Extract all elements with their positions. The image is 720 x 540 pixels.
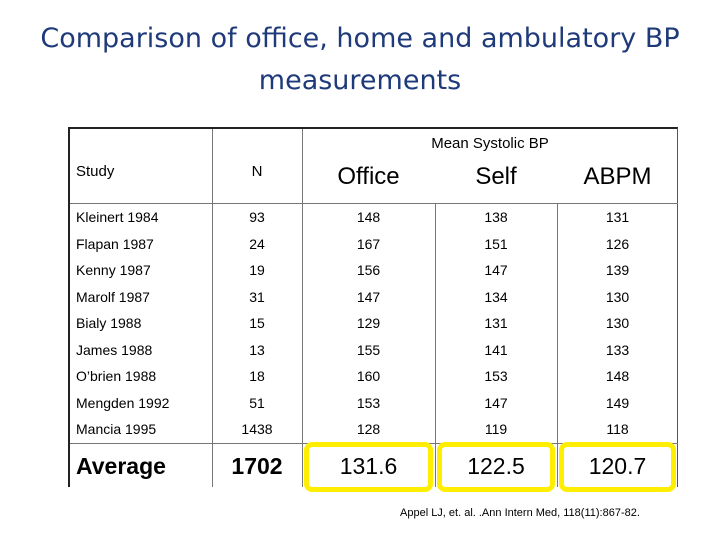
value-cell: 129: [356, 315, 381, 332]
value-cell: 51: [249, 394, 265, 411]
value-cell: 130: [605, 288, 630, 305]
study-name: Bialy 1988: [76, 315, 142, 332]
value-cell: 141: [484, 341, 508, 358]
value-cell: 133: [605, 341, 630, 358]
value-cell: 18: [249, 368, 265, 385]
value-cell: 148: [605, 368, 630, 385]
value-cell: 130: [605, 315, 630, 332]
study-name: Flapan 1987: [76, 235, 154, 252]
value-cell: 138: [484, 209, 508, 226]
column-header: N: [251, 162, 263, 180]
column-divider: [557, 204, 558, 487]
value-cell: 147: [484, 394, 508, 411]
value-cell: 24: [249, 235, 265, 252]
value-cell: 167: [356, 235, 381, 252]
summary-label: Average: [76, 453, 166, 479]
highlight-box: [437, 441, 555, 492]
column-header: Study: [76, 162, 115, 180]
column-header: Self: [475, 163, 517, 190]
value-cell: 1438: [241, 421, 273, 438]
study-name: Mancia 1995: [76, 421, 157, 438]
value-cell: 160: [356, 368, 381, 385]
value-cell: 131: [605, 209, 630, 226]
summary-value: 122.5: [467, 453, 525, 479]
study-name: Kleinert 1984: [76, 209, 159, 226]
summary-value: 1702: [231, 453, 283, 479]
column-divider: [302, 129, 303, 487]
study-name: Kenny 1987: [76, 262, 151, 279]
value-cell: 118: [606, 421, 629, 438]
value-cell: 155: [356, 341, 381, 358]
summary-value: 131.6: [339, 453, 398, 479]
study-name: O’brien 1988: [76, 368, 157, 385]
value-cell: 156: [356, 262, 381, 279]
study-name: Mengden 1992: [76, 394, 170, 411]
value-cell: 147: [484, 262, 508, 279]
value-cell: 119: [484, 421, 508, 438]
value-cell: 126: [605, 235, 630, 252]
data-table: Mean Systolic BP Study N Office Self ABPM Klei…: [68, 127, 678, 492]
value-cell: 153: [484, 368, 508, 385]
citation: Appel LJ, et. al. .Ann Intern Med, 118(1…: [400, 507, 640, 519]
value-cell: 153: [356, 394, 381, 411]
column-divider: [435, 204, 436, 487]
value-cell: 15: [249, 315, 265, 332]
highlight-box: [559, 441, 676, 492]
column-header: Office: [337, 163, 400, 190]
value-cell: 31: [249, 288, 265, 305]
header-divider: [70, 203, 678, 204]
value-cell: 134: [484, 288, 508, 305]
value-cell: 151: [484, 235, 508, 252]
group-header: Mean Systolic BP: [431, 134, 549, 152]
column-divider: [212, 129, 213, 487]
highlight-box: [304, 441, 433, 492]
value-cell: 131: [484, 315, 508, 332]
slide-title: Comparison of office, home and ambulator…: [40, 23, 680, 96]
value-cell: 93: [249, 209, 265, 226]
value-cell: 19: [249, 262, 265, 279]
value-cell: 149: [605, 394, 630, 411]
value-cell: 13: [249, 341, 265, 358]
summary-value: 120.7: [588, 453, 647, 479]
value-cell: 147: [356, 288, 381, 305]
value-cell: 148: [356, 209, 381, 226]
value-cell: 128: [356, 421, 381, 438]
study-name: James 1988: [76, 341, 153, 358]
value-cell: 139: [605, 262, 630, 279]
column-header: ABPM: [583, 163, 652, 190]
study-name: Marolf 1987: [76, 288, 150, 305]
